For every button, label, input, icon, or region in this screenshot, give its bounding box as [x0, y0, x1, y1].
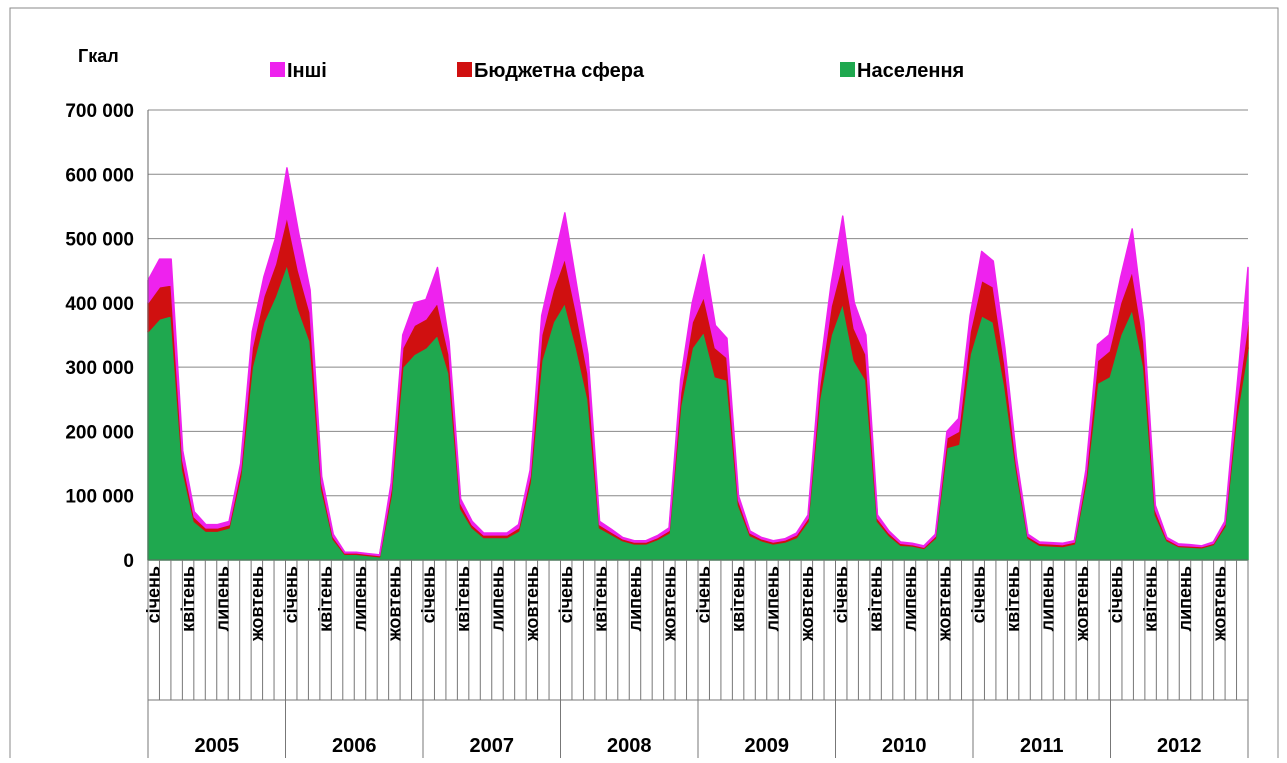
x-tick-label: квітень — [591, 566, 611, 632]
x-tick-label: квітень — [178, 566, 198, 632]
x-tick-label: січень — [556, 566, 576, 623]
year-label: 2009 — [745, 735, 790, 757]
x-tick-label: липень — [625, 566, 645, 631]
x-tick-label: липень — [1175, 566, 1195, 631]
year-label: 2012 — [1157, 735, 1202, 757]
x-tick-label: жовтень — [797, 566, 817, 642]
x-tick-label: жовтень — [384, 566, 404, 642]
legend-label: Населення — [857, 60, 964, 82]
legend-swatch — [270, 62, 285, 77]
y-tick-label: 500 000 — [65, 230, 134, 251]
x-tick-label: жовтень — [247, 566, 267, 642]
x-tick-label: квітень — [453, 566, 473, 632]
y-tick-label: 300 000 — [65, 358, 134, 379]
year-label: 2005 — [195, 735, 240, 757]
year-label: 2006 — [332, 735, 377, 757]
legend-swatch — [840, 62, 855, 77]
year-label: 2008 — [607, 735, 652, 757]
x-tick-label: липень — [1037, 566, 1057, 631]
y-tick-label: 700 000 — [65, 101, 134, 122]
x-tick-label: квітень — [1141, 566, 1161, 632]
x-tick-label: січень — [694, 566, 714, 623]
x-tick-label: квітень — [1003, 566, 1023, 632]
x-tick-label: січень — [1106, 566, 1126, 623]
x-tick-label: квітень — [316, 566, 336, 632]
y-tick-label: 100 000 — [65, 487, 134, 508]
chart-border — [9, 7, 1279, 763]
year-label: 2010 — [882, 735, 927, 757]
x-tick-label: жовтень — [934, 566, 954, 642]
x-tick-label: січень — [969, 566, 989, 623]
x-tick-label: жовтень — [1072, 566, 1092, 642]
x-tick-label: липень — [762, 566, 782, 631]
legend-label: Інші — [287, 60, 327, 82]
y-axis-label: Гкал — [78, 46, 119, 66]
legend-label: Бюджетна сфера — [474, 60, 645, 82]
y-tick-label: 400 000 — [65, 294, 134, 315]
x-tick-label: січень — [419, 566, 439, 623]
x-tick-label: квітень — [728, 566, 748, 632]
x-tick-label: жовтень — [522, 566, 542, 642]
x-tick-label: липень — [900, 566, 920, 631]
x-tick-label: квітень — [866, 566, 886, 632]
x-tick-label: січень — [144, 566, 164, 623]
x-tick-label: липень — [212, 566, 232, 631]
x-tick-label: січень — [281, 566, 301, 623]
legend-swatch — [457, 62, 472, 77]
x-tick-label: липень — [350, 566, 370, 631]
y-tick-label: 0 — [123, 551, 134, 572]
x-tick-label: жовтень — [1209, 566, 1229, 642]
y-tick-label: 200 000 — [65, 422, 134, 443]
y-tick-label: 600 000 — [65, 165, 134, 186]
x-tick-label: липень — [487, 566, 507, 631]
area — [147, 167, 1249, 557]
year-label: 2011 — [1020, 735, 1063, 757]
x-tick-label: січень — [831, 566, 851, 623]
year-label: 2007 — [470, 735, 515, 757]
x-tick-label: жовтень — [659, 566, 679, 642]
